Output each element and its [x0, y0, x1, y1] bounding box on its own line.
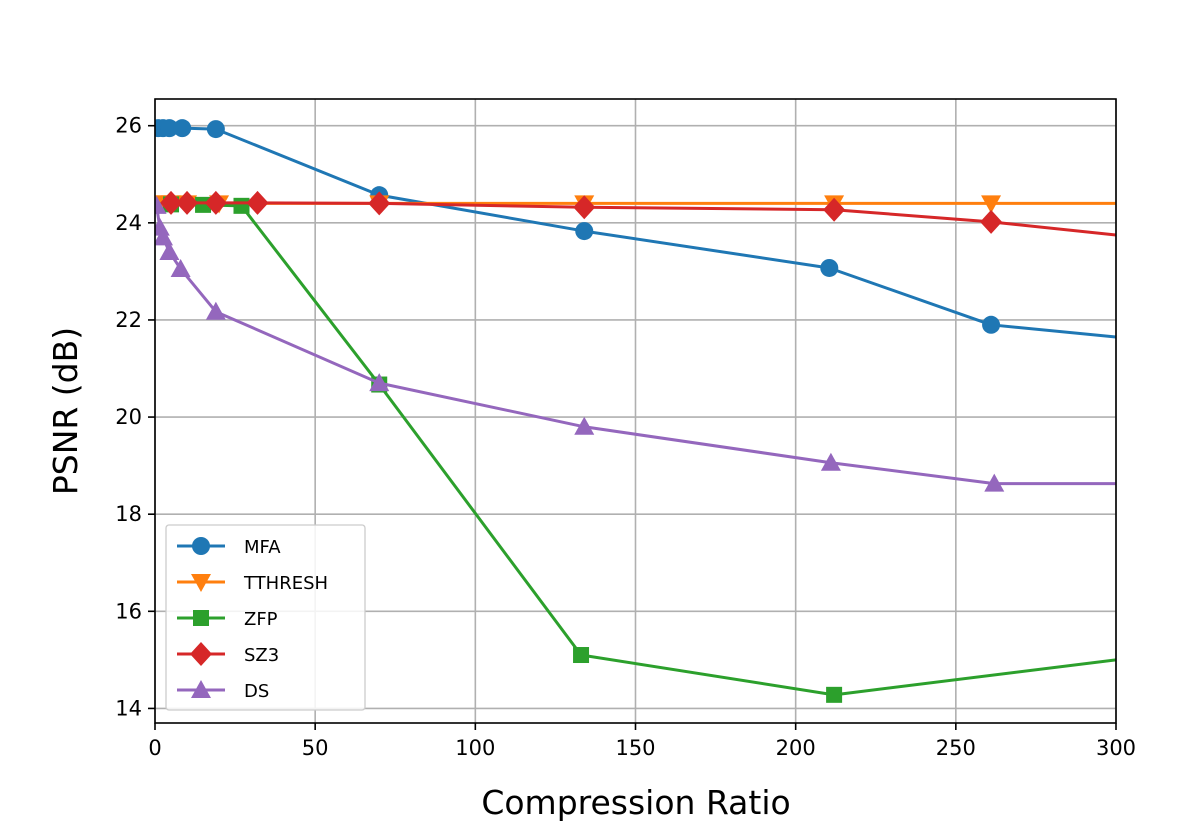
y-tick-label: 16 — [115, 599, 142, 623]
data-point-sz3 — [160, 190, 183, 215]
data-point-mfa — [575, 222, 594, 241]
data-point-mfa — [160, 119, 179, 138]
legend-label-zfp: ZFP — [244, 609, 278, 630]
data-point-tthresh — [981, 195, 1002, 214]
legend-item-tthresh: TTHRESH — [177, 573, 328, 594]
data-point-ds — [159, 241, 180, 260]
legend-item-zfp: ZFP — [177, 609, 278, 630]
data-point-ds — [984, 473, 1005, 492]
data-point-ds — [155, 217, 170, 236]
legend-marker-zfp — [193, 610, 209, 626]
data-point-sz3 — [980, 209, 1003, 234]
series-sz3 — [160, 190, 1116, 237]
data-point-sz3 — [573, 195, 596, 220]
data-point-zfp — [233, 197, 250, 214]
legend-item-ds: DS — [177, 680, 269, 702]
data-point-mfa — [982, 315, 1001, 334]
data-point-ds — [574, 416, 595, 435]
legend-marker-tthresh — [191, 574, 211, 592]
data-point-ds — [820, 452, 841, 471]
data-point-sz3 — [246, 190, 269, 215]
data-point-zfp — [573, 647, 590, 664]
data-point-ds — [170, 258, 191, 277]
data-point-sz3 — [368, 191, 391, 216]
data-point-ds — [369, 373, 390, 392]
data-point-sz3 — [823, 197, 846, 222]
x-tick-label: 300 — [1096, 736, 1136, 760]
legend-label-tthresh: TTHRESH — [243, 573, 328, 594]
data-point-mfa — [173, 119, 192, 138]
legend: MFA TTHRESH ZFP SZ3 DS — [165, 524, 366, 711]
data-point-mfa — [820, 258, 839, 277]
series-line-mfa — [158, 126, 1116, 339]
legend-label-mfa: MFA — [244, 537, 281, 558]
y-tick-label: 20 — [115, 405, 142, 429]
data-point-ds — [205, 301, 226, 320]
series-mfa — [155, 119, 1116, 339]
series-ds — [155, 195, 1116, 492]
y-tick-label: 26 — [115, 114, 142, 138]
x-tick-label: 250 — [936, 736, 976, 760]
legend-marker-sz3 — [190, 642, 212, 666]
legend-label-sz3: SZ3 — [244, 645, 279, 666]
series-line-sz3 — [171, 201, 1116, 237]
data-point-zfp — [826, 686, 843, 703]
series-line-ds — [155, 205, 1116, 486]
legend-marker-mfa — [192, 537, 210, 555]
data-point-sz3 — [204, 190, 227, 215]
data-point-sz3 — [176, 190, 199, 215]
legend-item-sz3: SZ3 — [177, 642, 279, 666]
y-axis-title: PSNR (dB) — [46, 327, 85, 495]
legend-marker-ds — [191, 680, 211, 698]
data-point-mfa — [206, 120, 225, 139]
y-tick-label: 18 — [115, 502, 142, 526]
x-tick-label: 100 — [455, 736, 495, 760]
x-axis-title: Compression Ratio — [481, 783, 790, 822]
axis-ticks: 0 50 100 150 200 250 300 14 16 18 20 22 24 26 — [115, 114, 1136, 760]
y-tick-label: 24 — [115, 211, 142, 235]
y-tick-label: 22 — [115, 308, 142, 332]
data-point-ds — [155, 195, 167, 214]
data-point-ds — [155, 227, 174, 246]
legend-label-ds: DS — [244, 681, 269, 702]
legend-box — [165, 524, 366, 711]
x-tick-label: 50 — [302, 736, 329, 760]
series-layer — [155, 119, 1116, 703]
x-tick-label: 150 — [615, 736, 655, 760]
x-tick-label: 200 — [776, 736, 816, 760]
y-tick-label: 14 — [115, 696, 142, 720]
legend-item-mfa: MFA — [177, 537, 281, 558]
x-tick-label: 0 — [148, 736, 161, 760]
